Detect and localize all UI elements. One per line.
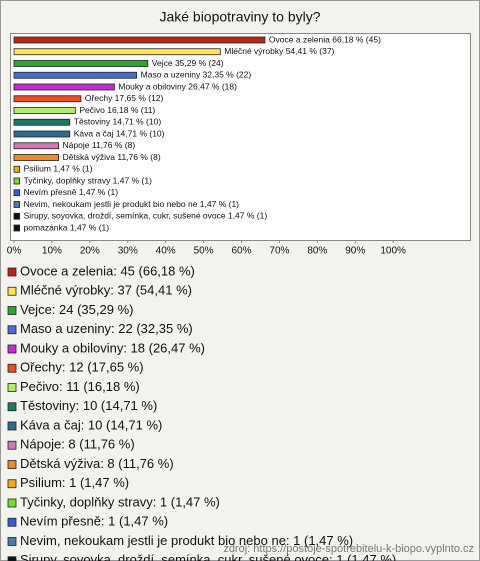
value-label: Káva a čaj 14,71 % (10) xyxy=(74,128,165,138)
legend-swatch xyxy=(7,267,17,277)
legend-entry: Psilium: 1 (1,47 %) xyxy=(20,475,129,490)
value-label: Dětská výživa 11,76 % (8) xyxy=(63,152,161,162)
legend-swatch xyxy=(7,479,17,489)
bar xyxy=(13,48,221,56)
bar xyxy=(13,36,266,44)
legend-entry: Ovoce a zelenia: 45 (66,18 %) xyxy=(20,263,195,278)
legend-entry: Nevim, nekoukam jestli je produkt bio ne… xyxy=(20,533,353,548)
x-tick-label: 40% xyxy=(156,246,176,257)
legend-swatch xyxy=(7,402,17,412)
bar xyxy=(13,118,71,126)
legend-swatch xyxy=(7,286,17,296)
bar xyxy=(13,60,149,67)
legend-swatch xyxy=(7,537,17,546)
bar xyxy=(13,95,82,103)
value-label: Ořechy 17,65 % (12) xyxy=(85,93,164,103)
legend-entry: Dětská výživa: 8 (11,76 %) xyxy=(20,456,174,471)
legend-entry: Mouky a obiloviny: 18 (26,47 %) xyxy=(20,340,205,355)
value-label: Nevím přesně 1,47 % (1) xyxy=(24,187,119,197)
bar xyxy=(13,107,76,114)
chart-title: Jaké biopotraviny to byly? xyxy=(159,9,320,25)
value-label: Mouky a obiloviny 26,47 % (18) xyxy=(118,81,237,91)
legend-entry: Ořechy: 12 (17,65 %) xyxy=(20,360,144,375)
value-label: Nevim, nekoukam jestli je produkt bio ne… xyxy=(24,199,240,209)
bar xyxy=(13,224,20,232)
legend-swatch xyxy=(7,460,17,469)
bar xyxy=(13,212,20,220)
legend-entry: Maso a uzeniny: 22 (32,35 %) xyxy=(20,321,193,336)
legend-entry: Káva a čaj: 10 (14,71 %) xyxy=(20,417,162,432)
legend-swatch xyxy=(7,325,17,335)
legend-swatch xyxy=(7,517,17,527)
bar xyxy=(13,165,20,173)
x-tick-label: 90% xyxy=(345,246,365,257)
legend-swatch xyxy=(7,306,17,315)
legend-swatch xyxy=(7,344,17,354)
plot-area xyxy=(10,33,471,241)
legend-entry: Těstoviny: 10 (14,71 %) xyxy=(20,398,157,413)
legend-swatch xyxy=(7,440,17,450)
bar xyxy=(13,83,115,91)
source: zdroj: https://postoje-spotrebitelu-k-bi… xyxy=(223,543,474,555)
legend-entry: Sirupy, soyovka, droždí, semínka, cukr, … xyxy=(20,552,396,561)
value-label: Pečivo 16,18 % (11) xyxy=(79,105,155,115)
legend-entry: Mléčné výrobky: 37 (54,41 %) xyxy=(20,283,192,298)
x-tick-label: 80% xyxy=(307,246,327,257)
bar xyxy=(13,154,59,161)
legend-swatch xyxy=(7,363,17,373)
bar xyxy=(13,71,138,79)
value-label: Sirupy, soyovka, droždí, semínka, cukr, … xyxy=(24,211,268,221)
legend-entry: Nápoje: 8 (11,76 %) xyxy=(20,437,135,452)
x-tick-label: 0% xyxy=(7,246,22,257)
value-label: Mléčné výrobky 54,41 % (37) xyxy=(224,46,334,56)
value-label: Vejce 35,29 % (24) xyxy=(152,58,224,68)
x-tick-label: 50% xyxy=(194,246,214,257)
x-tick-label: 10% xyxy=(42,246,62,257)
bar xyxy=(13,201,20,208)
value-label: pomazánka 1,47 % (1) xyxy=(24,222,110,232)
value-label: Těstoviny 14,71 % (10) xyxy=(74,117,162,127)
legend-entry: Nevím přesně: 1 (1,47 %) xyxy=(20,514,168,529)
legend-swatch xyxy=(7,498,17,508)
value-label: Psilium 1,47 % (1) xyxy=(24,164,93,174)
legend-entry: Vejce: 24 (35,29 %) xyxy=(20,302,133,317)
value-label: Maso a uzeniny 32,35 % (22) xyxy=(141,70,252,80)
value-label: Ovoce a zelenia 66,18 % (45) xyxy=(269,34,381,44)
value-label: Tyčinky, doplňky stravy 1,47 % (1) xyxy=(24,175,153,185)
x-tick-label: 70% xyxy=(269,246,289,257)
bar xyxy=(13,130,71,138)
x-tick-label: 100% xyxy=(380,246,406,257)
legend-swatch xyxy=(7,556,17,561)
legend-swatch xyxy=(7,421,17,431)
bar xyxy=(13,189,20,197)
legend-entry: Pečivo: 11 (16,18 %) xyxy=(20,379,140,394)
bar xyxy=(13,177,20,185)
x-tick-label: 20% xyxy=(80,246,100,257)
bar xyxy=(13,142,59,150)
value-label: Nápoje 11,76 % (8) xyxy=(63,140,136,150)
x-tick-label: 60% xyxy=(231,246,251,257)
legend-entry: Tyčinky, doplňky stravy: 1 (1,47 %) xyxy=(20,494,220,509)
x-tick-label: 30% xyxy=(118,246,138,257)
legend-swatch xyxy=(7,383,17,392)
